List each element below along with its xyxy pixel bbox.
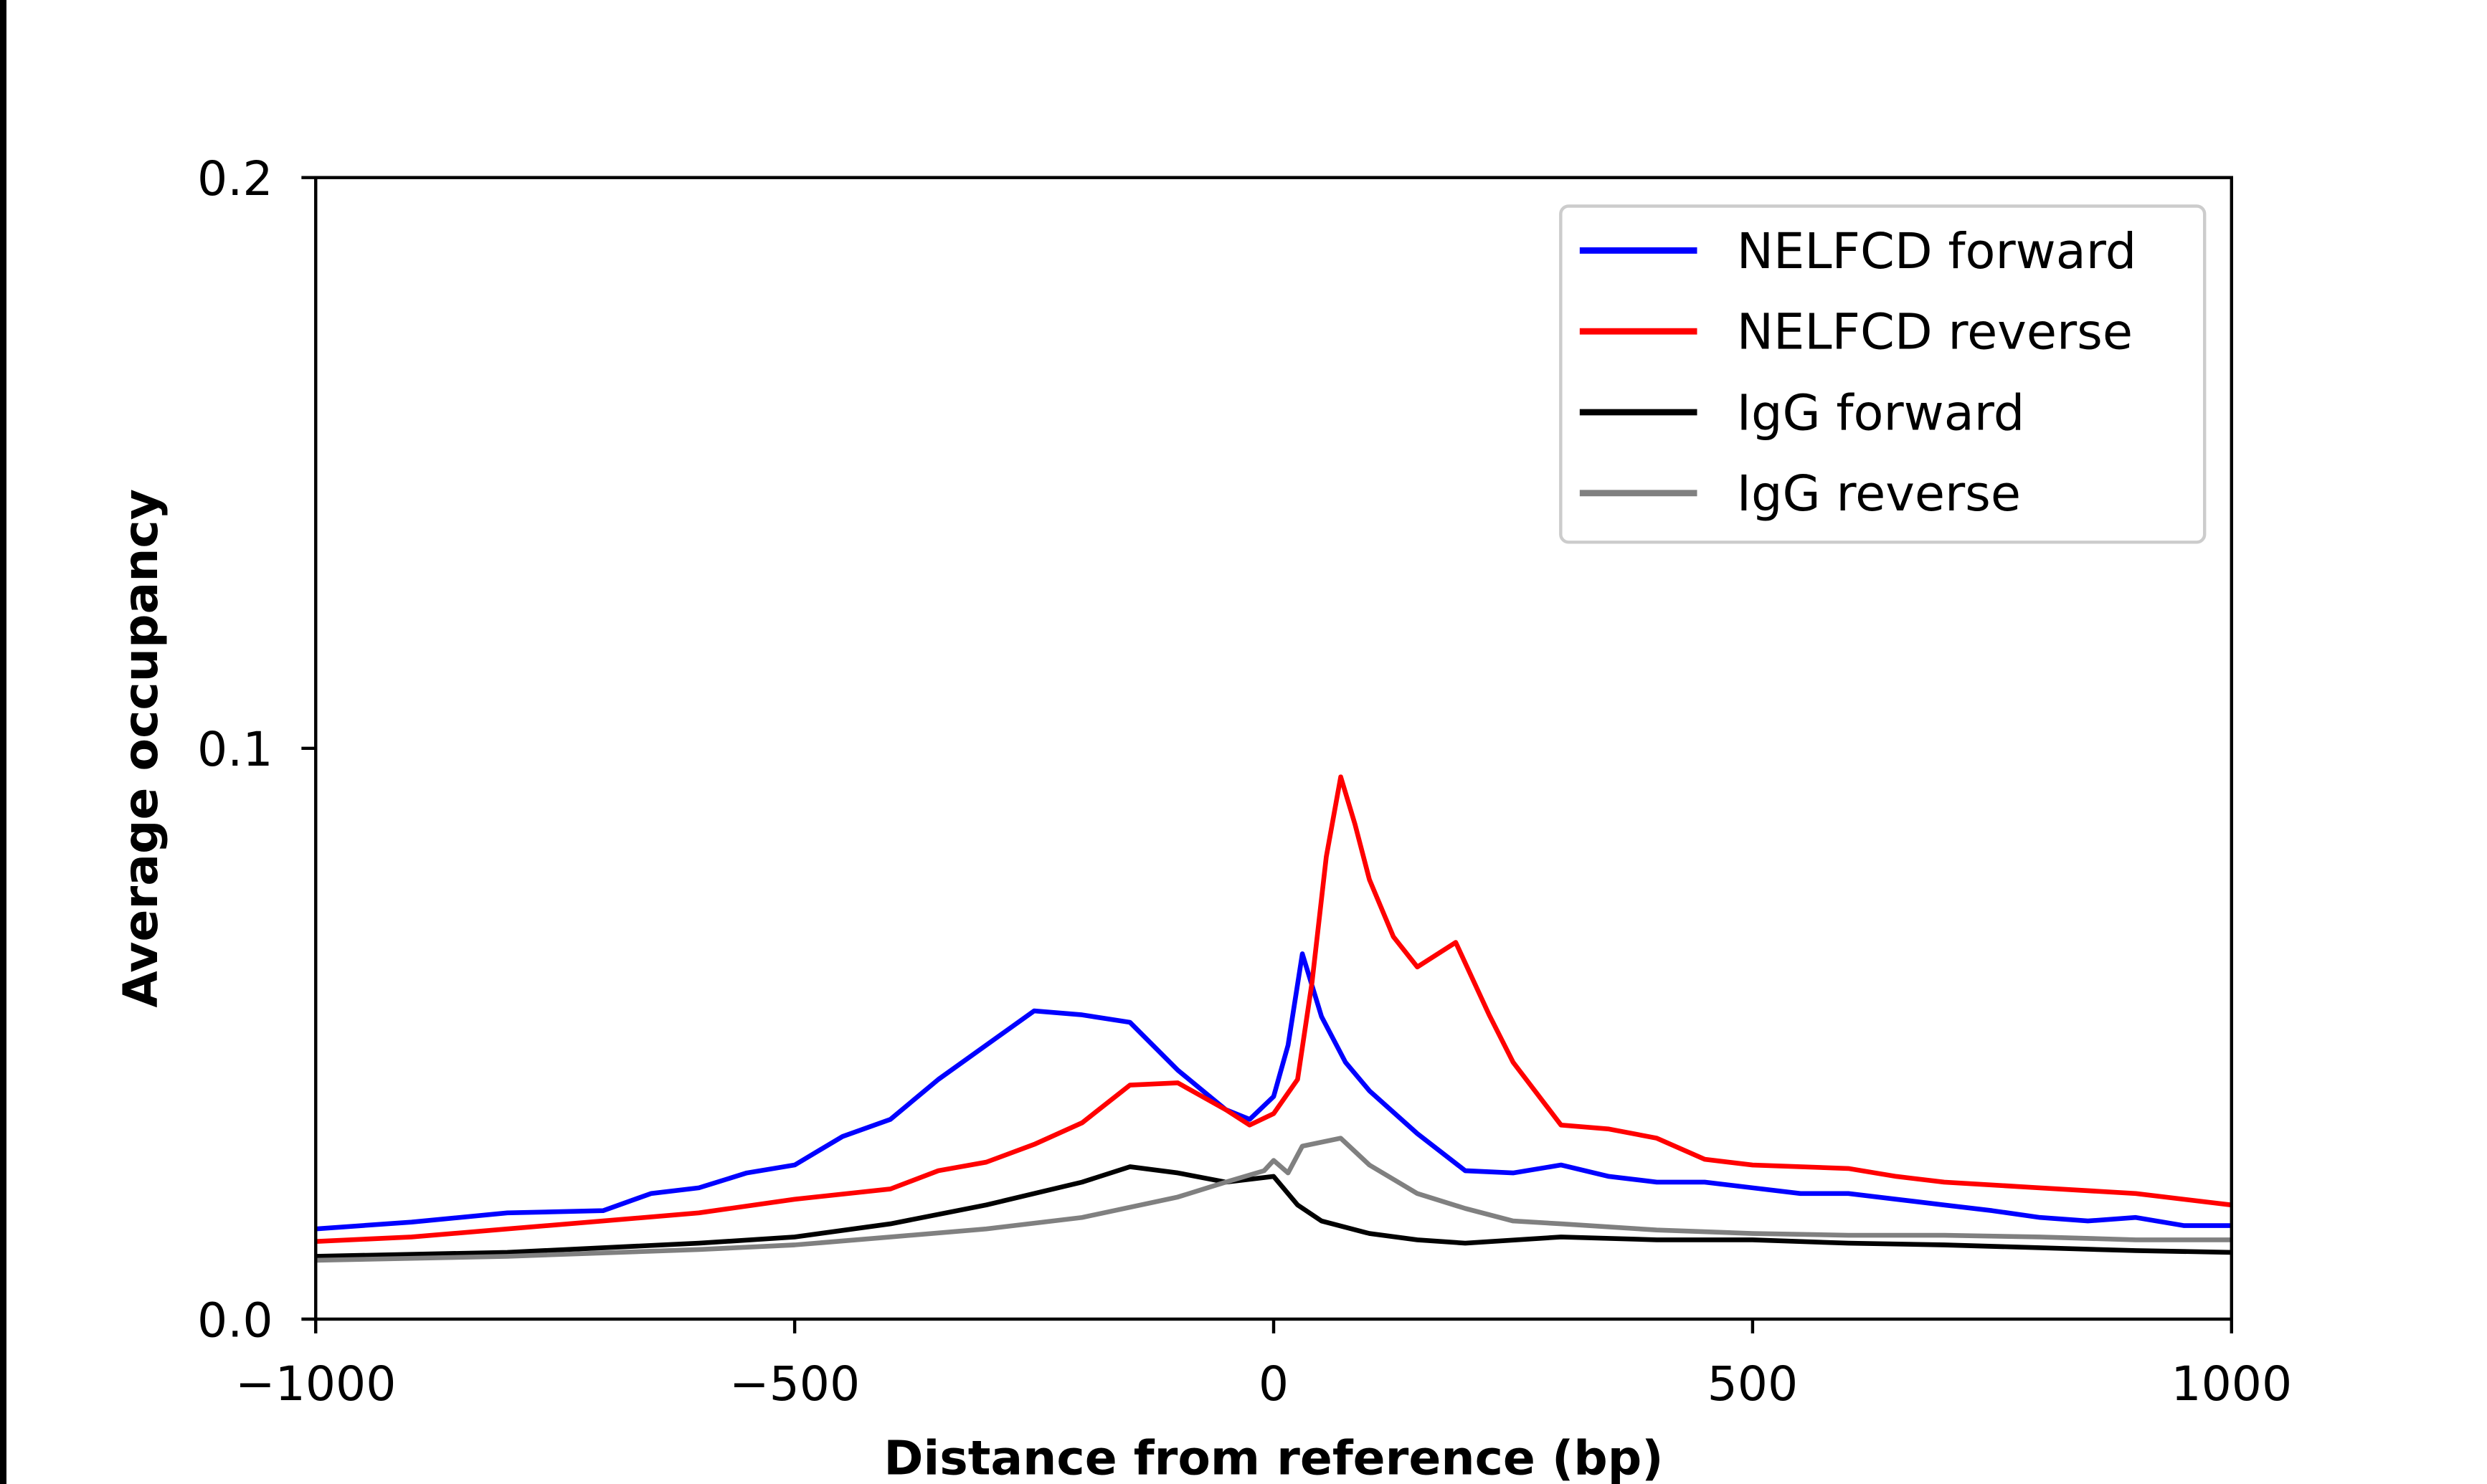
y-axis-label: Average occupancy bbox=[113, 489, 169, 1008]
series-line-igg-forward bbox=[316, 1164, 2232, 1259]
legend-label: NELFCD forward bbox=[1737, 223, 2136, 280]
y-tick-label: 0.0 bbox=[197, 1292, 273, 1348]
legend-label: NELFCD reverse bbox=[1737, 304, 2133, 361]
legend-label: IgG reverse bbox=[1737, 465, 2021, 523]
axis-ticks: −1000 −500 0 500 1000 0.0 0.1 0.2 bbox=[197, 151, 2292, 1412]
x-axis-label: Distance from reference (bp) bbox=[884, 1430, 1663, 1484]
x-tick-label: −500 bbox=[729, 1356, 860, 1412]
x-tick-label: 1000 bbox=[2171, 1356, 2292, 1412]
x-tick-label: 0 bbox=[1259, 1356, 1289, 1412]
legend: NELFCD forward NELFCD reverse IgG forward I… bbox=[1559, 204, 2207, 544]
y-tick-label: 0.1 bbox=[197, 721, 273, 777]
x-tick-label: −1000 bbox=[235, 1356, 396, 1412]
series-lines bbox=[316, 774, 2232, 1263]
x-tick-label: 500 bbox=[1707, 1356, 1799, 1412]
legend-label: IgG forward bbox=[1737, 384, 2024, 442]
series-line-nelfcd-forward bbox=[316, 951, 2232, 1232]
series-line-nelfcd-reverse bbox=[316, 774, 2232, 1244]
left-border bbox=[0, 0, 6, 1484]
y-tick-label: 0.2 bbox=[197, 151, 273, 206]
legend-box bbox=[1559, 204, 2207, 544]
series-line-igg-reverse bbox=[316, 1136, 2232, 1263]
